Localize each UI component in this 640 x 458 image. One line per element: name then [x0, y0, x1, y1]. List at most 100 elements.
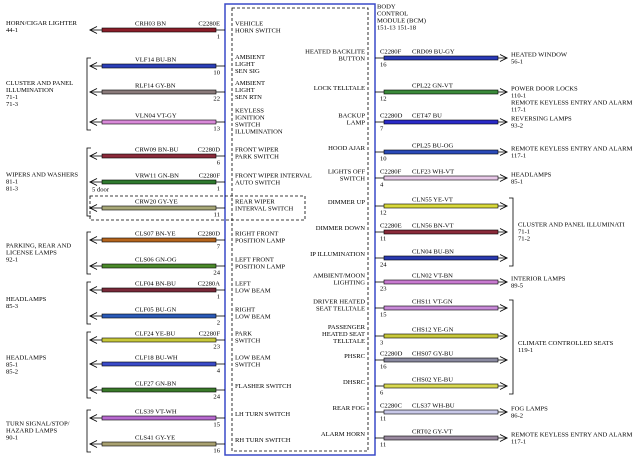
wire-code: CLF18 BU-WH: [135, 355, 178, 362]
pin-function: HEATED SEAT: [322, 331, 365, 338]
connector: C2280F: [199, 331, 221, 338]
wire-code: CRW09 BN-BU: [135, 147, 179, 154]
destination: 86-2: [511, 413, 523, 420]
pin: 12: [380, 210, 387, 217]
pin: 12: [380, 96, 387, 103]
module-title: 151-13 151-18: [377, 25, 417, 32]
wire: [101, 119, 217, 125]
wire: [383, 409, 499, 415]
pin-function: DRIVER HEATED: [313, 299, 365, 306]
destination: 119-1: [518, 347, 533, 354]
pin-function: ALARM HORN: [321, 431, 365, 438]
pin-function: HORN SWITCH: [235, 28, 281, 35]
pin: 22: [213, 96, 220, 103]
destination: 85-1: [6, 362, 18, 369]
wire-code: CLF24 YE-BU: [135, 331, 175, 338]
pin-function: LIGHTS OFF: [328, 169, 366, 176]
pin-function: HEATED BACKLITE: [305, 49, 365, 56]
pin-function: FRONT WIPER: [235, 147, 279, 154]
wire-code: VRW11 GN-BN: [135, 173, 179, 180]
wire: [383, 119, 499, 125]
wire-code: CRW20 GY-YE: [135, 199, 178, 206]
destination: 117-1: [511, 107, 526, 114]
arrow: [499, 54, 509, 62]
pin: 3: [380, 340, 384, 347]
wire: [101, 387, 217, 393]
destination: 44-1: [6, 27, 18, 34]
pin-function: AMBIENT/MOON: [313, 273, 365, 280]
wire: [383, 89, 499, 95]
wire-code: CLN04 BU-BN: [412, 249, 454, 256]
pin-function: DIMMER UP: [328, 199, 366, 206]
pin: 1: [217, 186, 220, 193]
wire-code: CLN56 BN-VT: [412, 223, 454, 230]
pin-function: LH TURN SWITCH: [235, 411, 290, 418]
destination: 110-1: [511, 93, 526, 100]
pin-function: IP ILLUMINATION: [310, 251, 365, 258]
destination: HEADLAMPS: [6, 296, 47, 303]
pin: 15: [213, 422, 220, 429]
wire-code: CRT02 GY-VT: [412, 429, 452, 436]
pin-function: SWITCH: [340, 176, 366, 183]
destination: HEATED WINDOW: [511, 52, 568, 59]
pin: 15: [380, 312, 387, 319]
pin-function: REAR WIPER: [235, 199, 275, 206]
destination: 81-3: [6, 186, 19, 193]
wire-code: CHS11 VT-GN: [412, 299, 453, 306]
pin: 23: [380, 286, 387, 293]
module-title: MODULE (BCM): [377, 18, 426, 25]
wire: [101, 441, 217, 447]
wire-code: CLN55 YE-VT: [412, 197, 453, 204]
wire-code: CLF04 BN-BU: [135, 281, 176, 288]
pin: 6: [217, 160, 221, 167]
destination: INTERIOR LAMPS: [511, 276, 566, 283]
pin-function: RIGHT: [235, 307, 255, 314]
pin: 11: [214, 212, 220, 219]
destination: 117-1: [511, 439, 526, 446]
destination: CLUSTER AND PANEL ILLUMINATI: [518, 222, 625, 229]
wire: [383, 255, 499, 261]
destination: 56-1: [511, 59, 523, 66]
destination: 71-2: [518, 236, 530, 243]
pin-function: FLASHER SWITCH: [235, 383, 291, 390]
pin-function: LOW BEAM: [235, 288, 271, 295]
arrow: [499, 228, 509, 236]
arrow: [499, 88, 509, 96]
wire-code: CHS12 YE-GN: [412, 327, 454, 334]
pin-function: LIGHT: [235, 61, 255, 68]
arrow: [499, 434, 509, 442]
pin-function: ILLUMINATION: [235, 129, 283, 136]
pin: 2: [217, 320, 220, 327]
pin: 11: [380, 442, 386, 449]
pin: 1: [217, 34, 220, 41]
pin-function: BUTTON: [338, 56, 365, 63]
destination: 92-1: [6, 257, 18, 264]
pin: 24: [213, 270, 220, 277]
pin-function: LIGHT: [235, 87, 255, 94]
wire: [101, 237, 217, 243]
wire: [101, 337, 217, 343]
pin-function: SEAT TELLTALE: [316, 306, 365, 313]
pin-function: LAMP: [347, 120, 366, 127]
wire-code: CRH03 BN: [135, 21, 166, 28]
pin-function: FRONT WIPER INTERVAL: [235, 173, 312, 180]
pin-function: SEN RTN: [235, 94, 262, 101]
pin: 16: [380, 364, 387, 371]
brace: [86, 409, 91, 453]
wire: [383, 279, 499, 285]
wire: [383, 149, 499, 155]
connector: C2280D: [380, 113, 403, 120]
brace: [86, 231, 91, 275]
pin: 1: [217, 294, 220, 301]
wire-code: CLF27 GN-BN: [135, 381, 176, 388]
destination: 85-3: [6, 303, 19, 310]
wire: [101, 263, 217, 269]
pin-function: PARK: [235, 331, 252, 338]
pin-function: LEFT: [235, 281, 251, 288]
pin-function: PHSRC: [344, 353, 365, 360]
pin: 7: [380, 126, 384, 133]
pin-function: PARK SWITCH: [235, 154, 279, 161]
pin-function: LIGHTING: [334, 280, 366, 287]
wire-code: CHS02 YE-BU: [412, 377, 453, 384]
